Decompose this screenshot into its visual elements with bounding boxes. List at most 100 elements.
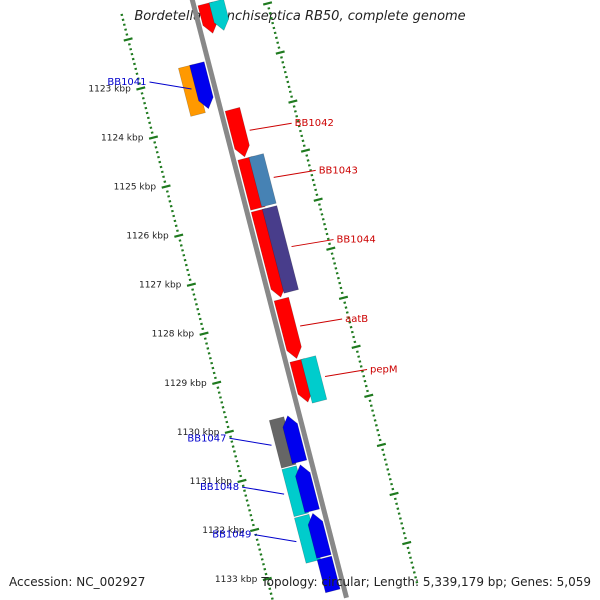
ruler-minor-tick xyxy=(277,46,281,49)
gene-aatB[interactable] xyxy=(273,296,302,359)
gene-BB1043[interactable] xyxy=(248,153,277,208)
ruler-minor-tick xyxy=(396,507,400,510)
ruler-minor-tick xyxy=(163,180,167,183)
ruler-minor-tick xyxy=(391,487,395,491)
ruler-major-tick xyxy=(224,429,234,435)
ruler-minor-tick xyxy=(319,208,323,211)
ruler-minor-tick xyxy=(415,580,419,584)
ruler-minor-tick xyxy=(366,389,369,393)
ruler-major-tick xyxy=(376,442,387,448)
ruler-minor-tick xyxy=(357,355,361,358)
gene-label[interactable]: BB1042 xyxy=(295,118,334,129)
ruler-major-tick xyxy=(212,380,222,385)
ruler-minor-tick xyxy=(348,321,352,324)
gene-BB1042[interactable] xyxy=(224,107,250,158)
gene-label-leader xyxy=(242,486,285,495)
gene-top-cyan[interactable] xyxy=(208,0,230,31)
ruler-minor-tick xyxy=(269,592,273,595)
ruler-minor-tick xyxy=(165,190,169,193)
gene-label-leader xyxy=(300,318,343,327)
ruler-minor-tick xyxy=(150,131,154,134)
ruler-tick-label: 1131 kbp xyxy=(190,477,233,487)
ruler-minor-tick xyxy=(226,425,230,429)
ruler-minor-tick xyxy=(302,144,306,147)
gene-blue-1049[interactable] xyxy=(307,512,332,559)
gene-label[interactable]: aatB xyxy=(345,314,368,325)
ruler-minor-tick xyxy=(245,499,249,502)
gene-label[interactable]: BB1048 xyxy=(200,482,239,493)
ruler-minor-tick xyxy=(401,527,405,530)
ruler-minor-tick xyxy=(386,468,390,471)
gene-label[interactable]: BB1043 xyxy=(319,165,358,176)
ruler-minor-tick xyxy=(259,553,263,556)
ruler-minor-tick xyxy=(255,538,259,542)
ruler-minor-tick xyxy=(186,268,189,272)
gene-label[interactable]: BB1049 xyxy=(212,530,251,541)
gene-label[interactable]: BB1047 xyxy=(187,433,226,444)
ruler-minor-tick xyxy=(349,325,353,329)
ruler-minor-tick xyxy=(143,101,146,105)
gene-BB1044[interactable] xyxy=(261,205,299,294)
ruler-minor-tick xyxy=(362,374,366,378)
ruler-major-tick xyxy=(148,135,159,140)
ruler-minor-tick xyxy=(374,424,378,427)
ruler-minor-tick xyxy=(200,322,203,326)
ruler-minor-tick xyxy=(169,204,173,208)
gene-BB1041[interactable] xyxy=(189,61,214,110)
ruler-tick-label: 1124 kbp xyxy=(101,134,144,144)
ruler-minor-tick xyxy=(382,453,386,456)
ruler-minor-tick xyxy=(402,531,406,535)
ruler-minor-tick xyxy=(217,391,221,394)
ruler-minor-tick xyxy=(221,406,225,409)
gene-BB1047[interactable] xyxy=(268,416,297,469)
ruler-minor-tick xyxy=(187,273,191,277)
ruler-minor-tick xyxy=(330,252,334,255)
gene-label[interactable]: BB1041 xyxy=(107,77,146,88)
ruler-minor-tick xyxy=(141,97,145,100)
ruler-minor-tick xyxy=(140,92,144,95)
gene-blue-bottom[interactable] xyxy=(316,555,341,594)
ruler-minor-tick xyxy=(296,119,300,123)
ruler-minor-tick xyxy=(258,548,262,551)
gene-blue-1048[interactable] xyxy=(295,464,320,514)
gene-red-2[interactable] xyxy=(237,156,266,211)
ruler-minor-tick xyxy=(195,303,198,306)
ruler-minor-tick xyxy=(306,159,310,162)
ruler-minor-tick xyxy=(244,494,248,497)
ruler-minor-tick xyxy=(236,464,240,468)
ruler-minor-tick xyxy=(318,203,321,206)
ruler-minor-tick xyxy=(191,288,195,291)
ruler-minor-tick xyxy=(297,124,301,128)
ruler-tick-label: 1132 kbp xyxy=(202,526,245,536)
gene-BB1048[interactable] xyxy=(281,465,309,517)
ruler-minor-tick xyxy=(168,200,172,203)
ruler-minor-tick xyxy=(222,410,226,414)
ruler-minor-tick xyxy=(333,262,337,265)
ruler-minor-tick xyxy=(300,134,304,138)
ruler-major-tick xyxy=(364,393,374,399)
gene-pepM[interactable] xyxy=(300,355,328,404)
ruler-minor-tick xyxy=(334,267,338,270)
ruler-minor-tick xyxy=(121,18,125,22)
ruler-minor-tick xyxy=(225,420,229,424)
ruler-minor-tick xyxy=(216,386,220,389)
gene-label[interactable]: BB1044 xyxy=(337,235,376,246)
ruler-minor-tick xyxy=(197,312,201,316)
ruler-major-tick xyxy=(402,540,412,546)
gene-red-3[interactable] xyxy=(250,208,286,298)
ruler-minor-tick xyxy=(145,111,149,115)
gene-layer xyxy=(178,0,341,594)
ruler-minor-tick xyxy=(212,371,216,375)
ruler-minor-tick xyxy=(372,414,376,417)
ruler-minor-tick xyxy=(264,572,268,576)
ruler-tick-label: 1127 kbp xyxy=(139,281,182,291)
ruler-minor-tick xyxy=(263,567,267,571)
gene-label-leader xyxy=(273,169,316,178)
ruler-minor-tick xyxy=(170,209,174,213)
gene-label-leader xyxy=(149,81,192,90)
ruler-minor-tick xyxy=(248,509,251,512)
gene-blue-1047[interactable] xyxy=(282,415,308,465)
gene-label[interactable]: pepM xyxy=(370,365,397,376)
gene-orange-gene[interactable] xyxy=(178,64,206,117)
ruler-minor-tick xyxy=(350,330,354,334)
